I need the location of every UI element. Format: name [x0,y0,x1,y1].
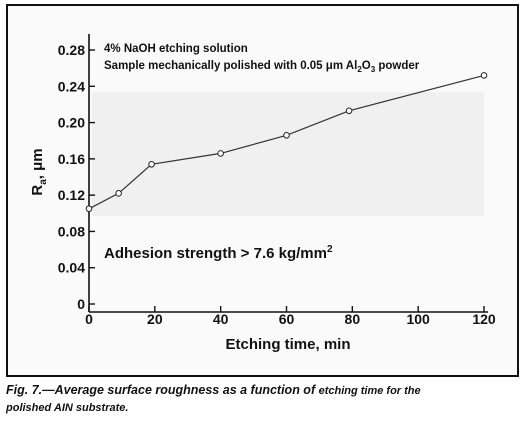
y-tick-label: 0.16 [58,151,85,167]
y-axis-title: Ra, μm [29,148,49,195]
x-tick-label: 100 [406,311,430,327]
data-point [345,107,353,115]
annotation-line-2-mid: O [362,60,371,72]
adhesion-superscript: 2 [327,244,333,255]
data-point [148,161,155,168]
x-tick-label: 40 [213,311,229,327]
annotation-line-2-post: powder [375,60,420,72]
data-point [115,190,122,197]
x-tick-label: 60 [279,311,295,327]
data-markers [85,72,488,213]
annotation-line-2-pre: Sample mechanically polished with 0.05 [104,60,326,72]
x-tick-label: 0 [85,311,93,327]
adhesion-text: Adhesion strength > 7.6 kg/mm [104,245,327,262]
y-axis-title-main: R [29,185,46,196]
data-point [85,205,93,213]
caption-part-2: etching time for the [318,385,421,397]
y-axis-title-sub: a [38,179,49,185]
figure-caption: Fig. 7.—Average surface roughness as a f… [6,382,521,416]
y-tick-label: 0.08 [58,223,85,239]
x-axis-title: Etching time, min [225,336,350,353]
x-ticks: 0 20 40 60 80 100 120 [85,306,496,327]
y-tick-label: 0.04 [58,260,85,276]
y-tick-label: 0.20 [58,115,85,131]
x-tick-label: 80 [345,311,361,327]
annotation-line-1: 4% NaOH etching solution [104,43,248,55]
caption-part-3: polished AIN substrate. [6,402,129,414]
y-tick-label: 0 [77,296,85,312]
y-tick-label: 0.24 [58,78,85,94]
x-tick-label: 20 [147,311,163,327]
y-tick-label: 0.12 [58,187,85,203]
plot-shading [92,92,484,216]
x-tick-label: 120 [472,311,496,327]
data-point [283,131,290,139]
adhesion-label: Adhesion strength > 7.6 kg/mm2 [104,244,333,262]
data-point [217,150,224,157]
y-axis-title-unit: , μm [29,148,46,179]
y-ticks: 0 0.04 0.08 0.12 0.16 0.20 0.24 0.28 [58,42,95,312]
data-point [480,72,488,79]
annotation-line-2: Sample mechanically polished with 0.05 μ… [104,60,420,74]
annotation-line-2-unit: μm Al [326,60,358,72]
annotation-sub-3: 3 [371,65,376,74]
y-tick-label: 0.28 [58,42,85,58]
annotation-sub-2: 2 [357,65,362,74]
caption-part-1: Fig. 7.—Average surface roughness as a f… [6,383,319,397]
